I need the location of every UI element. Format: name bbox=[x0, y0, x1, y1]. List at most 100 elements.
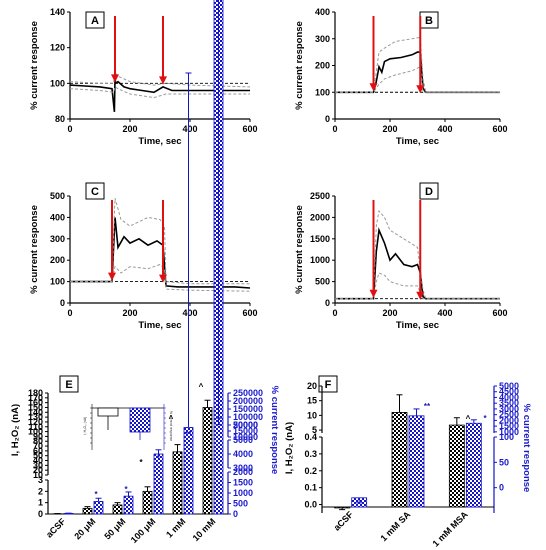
x-axis-label: Time, sec bbox=[138, 136, 181, 147]
x-tick-label: 600 bbox=[492, 308, 507, 318]
y-tick-label: 170 bbox=[28, 393, 43, 403]
y2-tick-label: 3000 bbox=[499, 404, 519, 414]
y-tick-label: 3 bbox=[38, 475, 43, 485]
h2o2-bar bbox=[82, 507, 93, 515]
response-bar bbox=[183, 426, 194, 515]
y2-tick-label: 5000 bbox=[499, 381, 519, 391]
x-tick-label: 0 bbox=[332, 308, 337, 318]
category-label: 10 mM bbox=[191, 516, 218, 543]
x-tick-label: 200 bbox=[382, 124, 397, 134]
arrow-head bbox=[369, 83, 378, 92]
y-tick-label: 0 bbox=[325, 298, 330, 308]
sem-trace bbox=[70, 263, 251, 292]
response-bar bbox=[153, 453, 164, 515]
y-tick-label: 2500 bbox=[310, 191, 330, 201]
y-tick-label: 1000 bbox=[310, 255, 330, 265]
y-tick-label: 0.2 bbox=[304, 466, 317, 476]
panel-label-box bbox=[419, 182, 439, 200]
y2-tick-label: 1500 bbox=[233, 478, 253, 488]
y-tick-label: 0.1 bbox=[304, 483, 317, 493]
y2-axis-label: % current response bbox=[521, 404, 532, 493]
y2-tick-label: 150000 bbox=[233, 404, 263, 414]
y-tick-label: 130 bbox=[28, 412, 43, 422]
mean-trace bbox=[69, 77, 250, 112]
y-tick-label: 400 bbox=[315, 7, 330, 17]
y-tick-label: 120 bbox=[28, 417, 43, 427]
arrow-head bbox=[369, 289, 378, 298]
category-label: aCSF bbox=[44, 516, 68, 540]
mean-trace bbox=[70, 217, 251, 289]
y-tick-label: 0.0 bbox=[304, 500, 317, 510]
x-tick-label: 0 bbox=[332, 124, 337, 134]
arrow-head bbox=[159, 274, 167, 283]
category-label: 1 mM SA bbox=[378, 509, 412, 543]
y-tick-label: 20 bbox=[33, 465, 43, 475]
h2o2-bar bbox=[202, 407, 213, 515]
panel-c: C 0 200 400 600 0 100 200 300 400 500 Time, sec % cu… bbox=[29, 182, 258, 331]
y2-tick-label: 50000 bbox=[233, 420, 258, 430]
panel-label: A bbox=[91, 15, 99, 27]
significance-marker: * bbox=[156, 454, 160, 463]
h2o2-bar bbox=[172, 451, 183, 515]
panel-f: F 0.0 0.1 0.2 0.3 0.45 10 15 20 0 50 10010001500200… bbox=[284, 375, 532, 549]
y-axis-label: % current response bbox=[29, 21, 40, 110]
y2-tick-label: 0 bbox=[233, 509, 238, 519]
response-bar bbox=[465, 422, 482, 508]
y-tick-label: 0 bbox=[60, 298, 65, 308]
x-tick-label: 400 bbox=[182, 308, 197, 318]
y2-tick-label: 100 bbox=[499, 432, 514, 442]
y2-tick-label: 2000 bbox=[499, 415, 519, 425]
y-tick-label: 150 bbox=[28, 402, 43, 412]
y-tick-label: 2000 bbox=[310, 212, 330, 222]
h2o2-bar bbox=[142, 490, 153, 515]
x-tick-label: 400 bbox=[437, 124, 452, 134]
category-label: 1 mM bbox=[164, 516, 187, 539]
y-tick-label: 30 bbox=[33, 460, 43, 470]
inset-y-label: I, H₂O₂ (nA) bbox=[83, 417, 87, 435]
arrow-head bbox=[111, 74, 119, 83]
x-tick-label: 0 bbox=[67, 124, 72, 134]
x-axis-label: Time, sec bbox=[138, 320, 181, 331]
y2-tick-label: 1500 bbox=[499, 421, 519, 431]
y-axis-label: I, H₂O₂ (nA) bbox=[284, 422, 295, 474]
y2-tick-label: 15000 bbox=[233, 426, 258, 436]
y2-tick-label: 1000 bbox=[233, 488, 253, 498]
panel-label: B bbox=[425, 15, 433, 27]
panel-label: C bbox=[91, 186, 99, 198]
y-tick-label: 2 bbox=[38, 486, 43, 496]
significance-marker: ** bbox=[424, 402, 431, 411]
panel-e-inset: I, H₂O₂ (nA) % current response bbox=[83, 404, 173, 450]
y2-tick-label: 20000 bbox=[233, 420, 258, 430]
arrow-head bbox=[416, 291, 425, 300]
y2-tick-label: 4500 bbox=[499, 387, 519, 397]
y-tick-label: 1500 bbox=[310, 234, 330, 244]
panel-label-box bbox=[59, 375, 79, 393]
y-tick-label: 300 bbox=[50, 234, 65, 244]
inset-y2-label: % current response bbox=[169, 411, 173, 441]
y2-tick-label: 50 bbox=[499, 457, 509, 467]
response-bar bbox=[408, 415, 425, 508]
y2-tick-label: 100000 bbox=[233, 412, 263, 422]
significance-marker: * bbox=[124, 485, 128, 494]
panel-d: D 0 200 400 600 0 500 1000 1500 2000 2500 Time, sec… bbox=[294, 182, 508, 331]
mean-trace bbox=[335, 227, 500, 300]
significance-marker: ^ bbox=[199, 382, 204, 391]
sem-trace bbox=[335, 209, 500, 300]
category-label: aCSF bbox=[332, 509, 356, 533]
sem-trace bbox=[70, 197, 250, 285]
y-tick-label: 70 bbox=[33, 441, 43, 451]
y2-tick-label: 1000 bbox=[499, 427, 519, 437]
x-tick-label: 600 bbox=[242, 308, 257, 318]
x-tick-label: 200 bbox=[122, 124, 137, 134]
y-tick-label: 100 bbox=[50, 78, 65, 88]
significance-marker: * bbox=[139, 458, 143, 467]
y-tick-label: 50 bbox=[33, 451, 43, 461]
arrow-head bbox=[108, 272, 116, 281]
category-label: 100 μM bbox=[129, 516, 158, 545]
panel-label-box bbox=[85, 11, 105, 29]
y-tick-label: 80 bbox=[55, 114, 65, 124]
y2-tick-label: 2000 bbox=[233, 467, 253, 477]
category-label: 20 μM bbox=[72, 516, 97, 541]
x-tick-label: 200 bbox=[382, 308, 397, 318]
y-tick-label: 0.4 bbox=[304, 432, 317, 442]
